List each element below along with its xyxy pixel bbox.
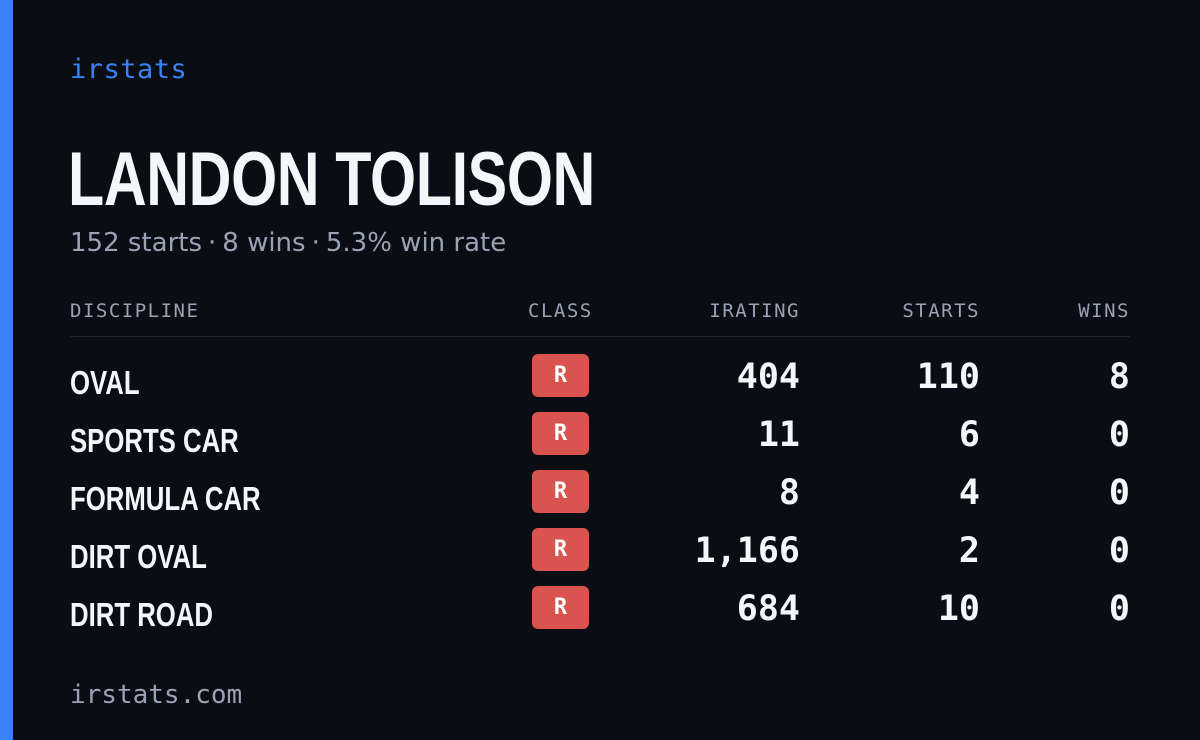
table-row: DIRT ROAD R 684 10 0 [70,586,1130,644]
starts-value: 110 [916,357,980,397]
table-row: FORMULA CAR R 8 4 0 [70,470,1130,528]
summary-separator: · [311,228,320,258]
starts-value: 4 [958,473,980,513]
footer-site-link[interactable]: irstats.com [70,680,243,710]
discipline-name: DIRT ROAD [70,596,213,633]
wins-value: 0 [1108,415,1130,455]
class-badge: R [532,412,589,455]
discipline-name: FORMULA CAR [70,480,261,517]
class-badge: R [532,470,589,513]
class-badge: R [532,354,589,397]
irating-value: 11 [757,415,800,455]
discipline-name: DIRT OVAL [70,538,207,575]
header-discipline: DISCIPLINE [70,300,200,322]
header-class: CLASS [528,300,593,322]
irating-value: 1,166 [694,531,800,571]
table-row: OVAL R 404 110 8 [70,354,1130,412]
discipline-name: OVAL [70,364,140,401]
header-irating: IRATING [709,300,800,322]
starts-value: 6 [958,415,980,455]
summary-wins: 8 wins [222,228,306,258]
table-row: DIRT OVAL R 1,166 2 0 [70,528,1130,586]
class-badge: R [532,528,589,571]
driver-summary: 152 starts · 8 wins · 5.3% win rate [70,228,506,258]
table-row: SPORTS CAR R 11 6 0 [70,412,1130,470]
table-body: OVAL R 404 110 8 SPORTS CAR R 11 6 0 FOR… [70,354,1130,644]
wins-value: 0 [1108,589,1130,629]
wins-value: 8 [1108,357,1130,397]
summary-win-rate: 5.3% win rate [325,228,507,258]
class-badge: R [532,586,589,629]
table-header: DISCIPLINE CLASS IRATING STARTS WINS [70,296,1130,337]
brand-logo[interactable]: irstats [70,54,188,85]
summary-separator: · [208,228,217,258]
wins-value: 0 [1108,473,1130,513]
header-wins: WINS [1078,300,1130,322]
driver-name: LANDON TOLISON [68,137,595,222]
discipline-table: DISCIPLINE CLASS IRATING STARTS WINS OVA… [70,296,1130,644]
starts-value: 2 [958,531,980,571]
starts-value: 10 [937,589,980,629]
irating-value: 8 [778,473,800,513]
wins-value: 0 [1108,531,1130,571]
accent-bar [0,0,13,740]
irating-value: 404 [736,357,800,397]
irating-value: 684 [736,589,800,629]
header-starts: STARTS [902,300,980,322]
discipline-name: SPORTS CAR [70,422,239,459]
summary-starts: 152 starts [70,228,202,258]
